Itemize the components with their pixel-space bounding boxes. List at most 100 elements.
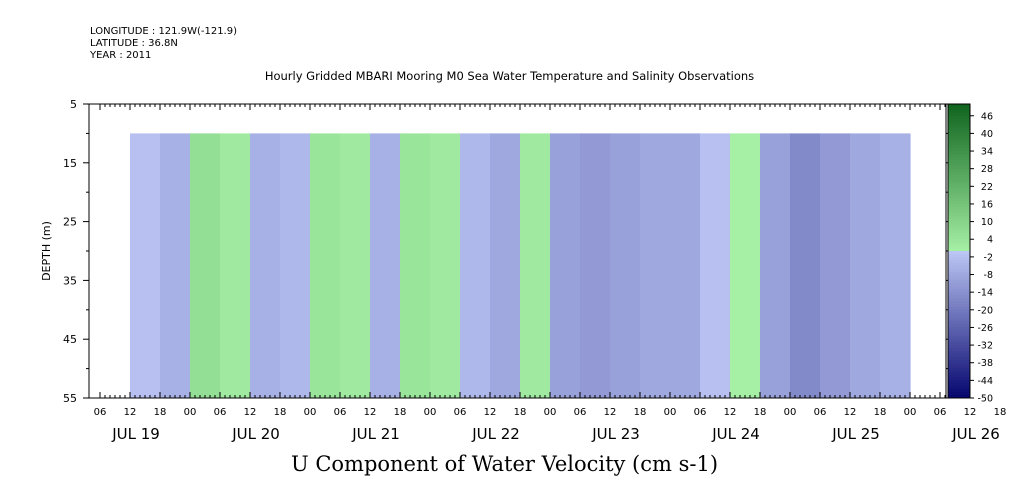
x-hour-label: 06 [454,407,467,418]
colorbar-swatch [948,312,970,317]
heatmap-cell [520,133,551,398]
colorbar-swatch [948,259,970,264]
colorbar-swatch [948,306,970,311]
year-text: YEAR : 2011 [90,50,152,61]
colorbar-swatch [948,253,970,258]
colorbar-tick-label: -14 [977,288,993,299]
x-hour-label: 18 [274,407,287,418]
x-hour-label: 00 [544,407,557,418]
colorbar-swatch [948,212,970,217]
colorbar-tick-label: -20 [977,305,993,316]
colorbar-swatch [948,327,970,331]
heatmap-cell [400,133,431,398]
colorbar-swatch [948,380,970,384]
heatmap-cell [460,133,491,398]
colorbar-tick-label: 40 [981,129,993,140]
colorbar-swatch [948,353,970,358]
colorbar-swatch [948,168,970,173]
heatmap-cell [850,133,881,398]
colorbar-tick-label: 16 [981,199,993,210]
heatmap-cell [550,133,581,398]
x-hour-label: 06 [814,407,827,418]
heatmap-cell [790,133,821,398]
longitude-text: LONGITUDE : 121.9W(-121.9) [90,26,237,37]
colorbar-tick-label: -26 [977,323,993,334]
chart-title: Hourly Gridded MBARI Mooring M0 Sea Wate… [264,69,755,83]
x-hour-label: 18 [994,407,1007,418]
colorbar-swatch [948,336,970,340]
colorbar-swatch [948,386,970,390]
colorbar-swatch [948,350,970,355]
colorbar-swatch [948,274,970,278]
x-day-label: JUL 26 [951,425,1000,443]
heatmap-cell [490,133,521,398]
y-tick-label: 5 [70,98,77,111]
colorbar-swatch [948,251,970,255]
y-tick-label: 25 [63,216,77,229]
colorbar-swatch [948,309,970,314]
x-hour-label: 00 [784,407,797,418]
heatmap-cell [280,133,311,398]
heatmap-cell [580,133,611,398]
x-hour-label: 12 [124,407,137,418]
heatmap-cell [250,133,281,398]
colorbar-swatch [948,201,970,205]
heatmap-cell [640,133,671,398]
colorbar-swatch [948,115,970,120]
x-axis-label: U Component of Water Velocity (cm s-1) [290,452,719,476]
colorbar-swatch [948,268,970,273]
colorbar-swatch [948,324,970,328]
colorbar-tick-label: -8 [984,270,993,281]
colorbar-swatch [948,165,970,170]
colorbar-swatch [948,227,970,231]
x-day-label: JUL 25 [831,425,880,443]
x-hour-label: 18 [394,407,407,418]
colorbar-swatch [948,315,970,320]
colorbar-swatch [948,162,970,167]
colorbar-swatch [948,221,970,226]
colorbar-swatch [948,383,970,387]
heatmap-cell [820,133,851,398]
colorbar-swatch [948,148,970,152]
colorbar-swatch [948,112,970,117]
colorbar-tick-label: 46 [981,111,993,122]
colorbar-swatch [948,198,970,202]
colorbar-swatch [948,186,970,190]
colorbar-swatch [948,189,970,193]
colorbar-tick-label: 10 [981,217,993,228]
heatmap-cell [160,133,191,398]
colorbar-swatch [948,345,970,349]
x-day-label: JUL 19 [111,425,160,443]
x-hour-label: 12 [484,407,497,418]
x-hour-label: 06 [694,407,707,418]
colorbar-swatch [948,171,970,176]
colorbar-swatch [948,224,970,228]
heatmap-cell [310,133,341,398]
colorbar-swatch [948,203,970,208]
colorbar-swatch [948,283,970,287]
x-hour-label: 12 [844,407,857,418]
colorbar-tick-label: 34 [981,147,993,158]
colorbar-swatch [948,239,970,243]
colorbar-swatch [948,106,970,111]
colorbar-tick-label: 28 [981,164,993,175]
colorbar-swatch [948,295,970,299]
colorbar-swatch [948,174,970,178]
colorbar-swatch [948,248,970,252]
colorbar-swatch [948,118,970,123]
colorbar-swatch [948,130,970,134]
colorbar-tick-label: -38 [977,358,993,369]
x-hour-label: 18 [634,407,647,418]
x-hour-label: 00 [904,407,917,418]
colorbar-swatch [948,180,970,184]
colorbar-swatch [948,303,970,308]
colorbar-tick-label: -2 [984,252,993,263]
colorbar-swatch [948,277,970,281]
y-tick-label: 35 [63,274,77,287]
colorbar-swatch [948,121,970,126]
x-hour-label: 00 [184,407,197,418]
colorbar-swatch [948,151,970,155]
colorbar-frame [947,103,971,399]
x-hour-label: 00 [424,407,437,418]
colorbar-swatch [948,292,970,296]
